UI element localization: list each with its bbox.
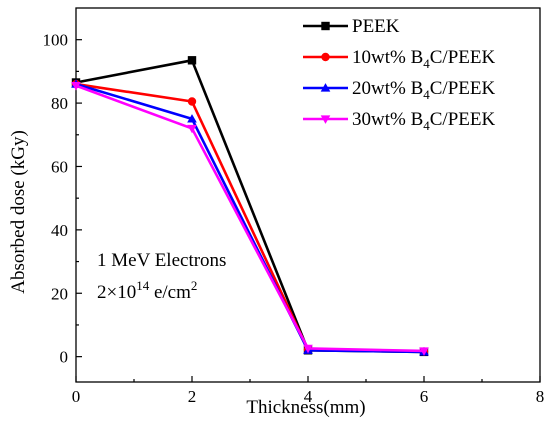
x-tick-label: 0 xyxy=(72,387,81,406)
x-axis-title: Thickness(mm) xyxy=(246,397,365,418)
legend-label: 10wt% B4C/PEEK xyxy=(352,47,495,71)
y-tick-label: 80 xyxy=(51,94,68,113)
legend-label-suffix: C/PEEK xyxy=(430,109,496,130)
annotation-unit: e/cm xyxy=(149,282,191,303)
y-tick-label: 100 xyxy=(43,31,69,50)
legend-label: 20wt% B4C/PEEK xyxy=(352,78,495,102)
series-line xyxy=(75,84,425,353)
legend-label: PEEK xyxy=(352,16,400,37)
x-tick-label: 2 xyxy=(188,387,197,406)
annotation-base: 2×10 xyxy=(97,282,136,303)
legend-label: 30wt% B4C/PEEK xyxy=(352,109,495,133)
legend-marker xyxy=(321,52,330,62)
y-axis-title: Absorbed dose (kGy) xyxy=(8,130,29,294)
legend-label-suffix: C/PEEK xyxy=(430,78,496,99)
series-30wt-b4c-peek xyxy=(71,82,429,356)
legend-entry: 10wt% B4C/PEEK xyxy=(303,47,495,71)
legend-label-text: 30wt% B xyxy=(352,109,423,130)
annotation-line-2: 2×1014 e/cm2 xyxy=(97,278,197,303)
legend-label-subscript: 4 xyxy=(423,56,430,71)
x-tick-label: 6 xyxy=(420,387,429,406)
legend-label-subscript: 4 xyxy=(423,87,430,102)
series-group xyxy=(71,56,429,357)
legend-label-suffix: C/PEEK xyxy=(430,47,496,68)
legend-entry: 20wt% B4C/PEEK xyxy=(303,78,495,102)
x-tick-label: 4 xyxy=(304,387,313,406)
legend-label-subscript: 4 xyxy=(423,118,430,133)
data-point xyxy=(419,347,429,356)
y-tick-label: 20 xyxy=(51,284,68,303)
data-point xyxy=(303,344,313,354)
data-point xyxy=(71,82,81,91)
legend-marker xyxy=(320,83,331,92)
legend-label-text: PEEK xyxy=(352,16,400,37)
data-point xyxy=(187,56,197,65)
legend-marker xyxy=(320,115,331,124)
annotation-exponent: 14 xyxy=(136,278,150,293)
annotation-line-1: 1 MeV Electrons xyxy=(97,250,226,271)
y-tick-label: 0 xyxy=(60,348,69,367)
legend-label-text: 10wt% B xyxy=(352,47,423,68)
series-peek xyxy=(71,56,429,357)
annotation-unit-exponent: 2 xyxy=(191,278,198,293)
legend-marker xyxy=(321,21,330,31)
data-point xyxy=(187,97,197,106)
y-tick-label: 60 xyxy=(51,157,68,176)
data-point xyxy=(187,124,197,134)
series-line xyxy=(75,82,425,354)
y-tick-label: 40 xyxy=(51,221,68,240)
legend-label-text: 20wt% B xyxy=(352,78,423,99)
legend-entry: 30wt% B4C/PEEK xyxy=(303,109,495,133)
data-point xyxy=(187,114,197,123)
x-tick-label: 8 xyxy=(536,387,545,406)
legend-entry: PEEK xyxy=(303,16,400,37)
